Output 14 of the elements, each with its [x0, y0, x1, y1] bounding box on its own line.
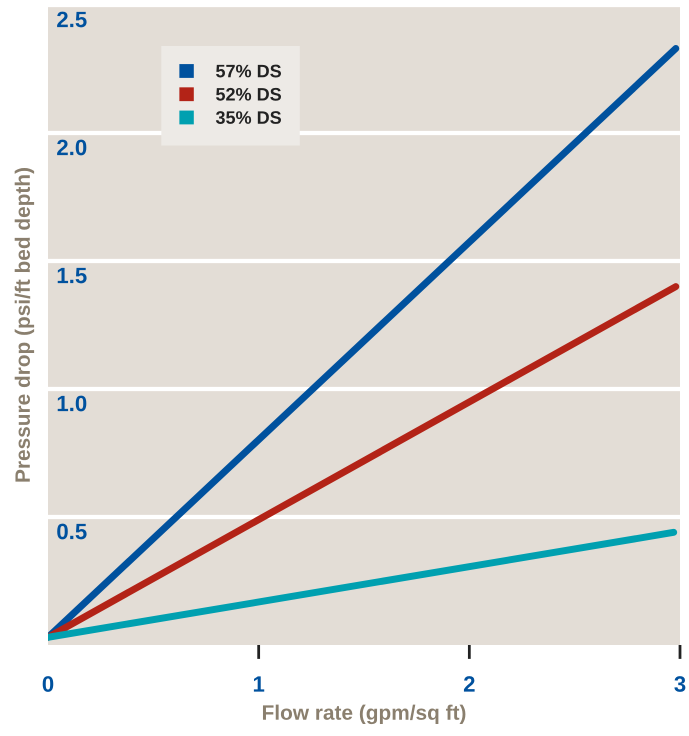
legend-label: 57% DS: [216, 64, 282, 78]
y-tick-label: 0.5: [57, 524, 87, 540]
y-tick-label: 2.5: [57, 12, 87, 28]
y-tick-label: 1.0: [58, 396, 86, 412]
y-tick-label: 2.0: [57, 140, 86, 156]
y-axis-title: Pressure drop (psi/ft bed depth): [14, 168, 34, 482]
y-tick-label: 1.5: [58, 268, 87, 284]
legend-label: 35% DS: [216, 111, 282, 124]
x-tick-label: 1: [254, 676, 264, 692]
x-axis-title: Flow rate (gpm/sq ft): [262, 704, 466, 724]
x-tick-label: 2: [464, 676, 475, 692]
legend-label: 52% DS: [216, 88, 282, 101]
x-tick-label: 3: [674, 676, 686, 692]
x-tick-label: 0: [42, 676, 54, 692]
